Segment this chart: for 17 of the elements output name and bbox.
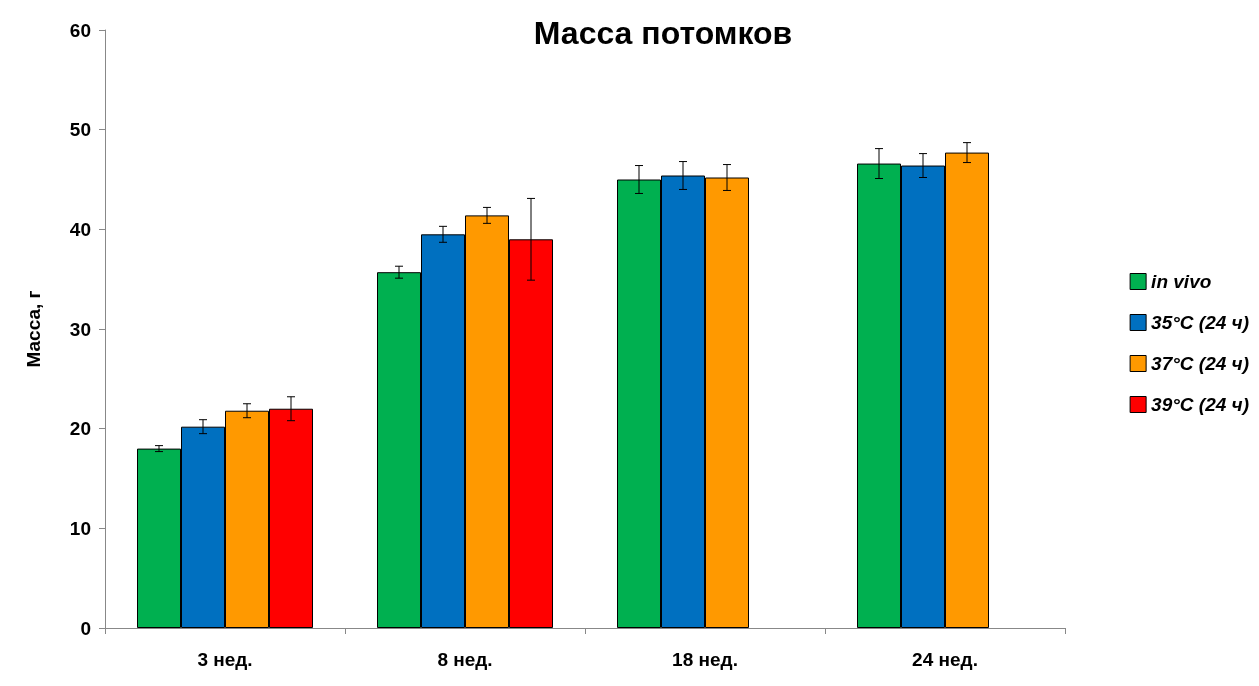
legend-label: 37°C (24 ч) [1151,353,1250,374]
x-tick-label: 3 нед. [197,649,253,670]
x-tick-label: 8 нед. [437,649,493,670]
y-tick-label: 20 [69,418,91,440]
x-tick-label: 18 нед. [672,649,738,670]
y-tick-label: 0 [80,617,91,639]
legend-label: 35°C (24 ч) [1151,312,1250,333]
chart-title: Масса потомков [533,15,793,51]
legend-label: 39°C (24 ч) [1151,394,1250,415]
x-tick-label: 24 нед. [912,649,978,670]
y-tick-label: 40 [69,218,91,240]
y-tick-label: 50 [69,119,91,141]
y-tick-label: 60 [69,19,91,41]
y-axis-title: Масса, г [23,290,44,368]
y-tick-label: 30 [69,318,91,340]
y-tick-label: 10 [69,517,91,539]
legend-label: in vivo [1151,271,1212,292]
